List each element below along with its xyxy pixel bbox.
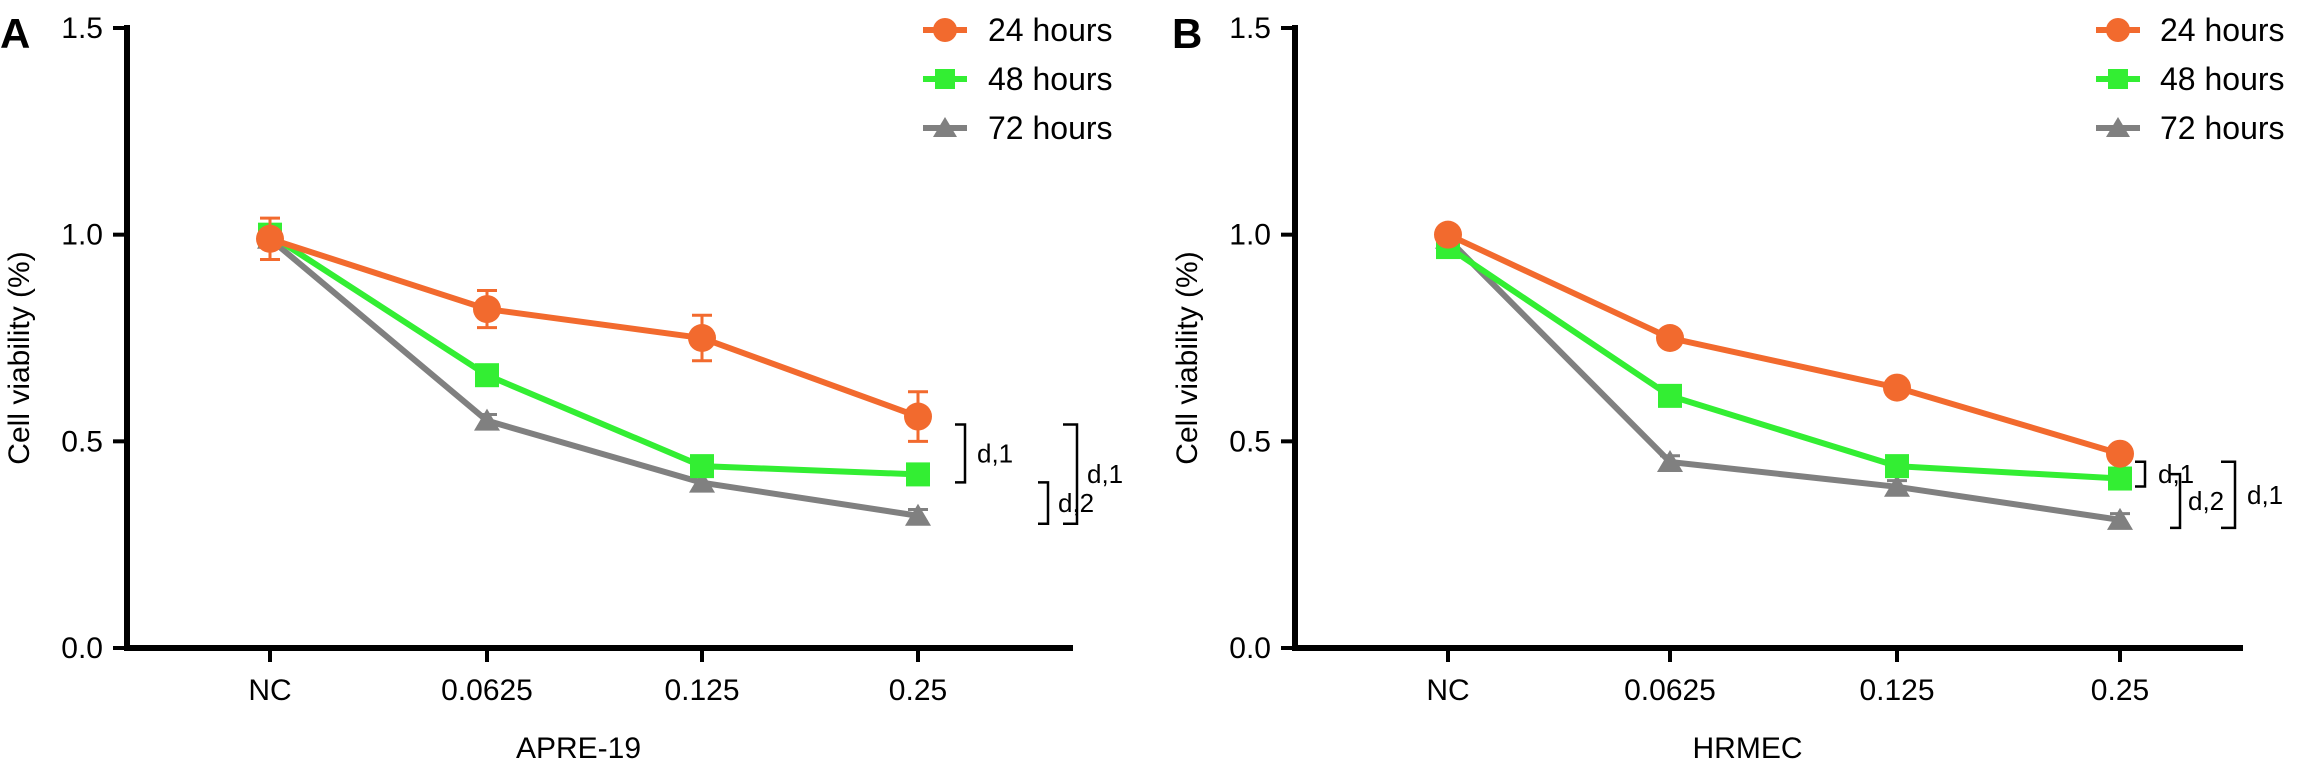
- legend-item: 48 hours: [2096, 61, 2285, 97]
- legend-item: 72 hours: [2096, 110, 2285, 146]
- y-tick-label: 1.0: [61, 219, 103, 252]
- significance-label: d,2: [2188, 486, 2224, 516]
- x-tick-label: 0.0625: [1624, 674, 1716, 707]
- series-line: [1446, 244, 2121, 482]
- legend-item: 24 hours: [2096, 12, 2285, 48]
- legend-label: 48 hours: [988, 61, 1113, 97]
- series-line: [268, 236, 919, 519]
- y-tick-label: 0.0: [61, 632, 103, 665]
- bracket-line: [2135, 460, 2147, 488]
- data-point-circle: [256, 224, 284, 253]
- legend-item: 72 hours: [923, 110, 1113, 146]
- bracket-line: [955, 423, 967, 484]
- y-axis-label: Cell viability (%): [1171, 251, 1204, 464]
- data-point-triangle: [2107, 507, 2133, 530]
- y-tick-label: 0.5: [1229, 425, 1271, 458]
- x-tick-label: NC: [248, 674, 291, 707]
- legend-label: 48 hours: [2160, 61, 2285, 97]
- series-72-hours: [1435, 226, 2133, 530]
- series-72-hours: [257, 226, 931, 526]
- series-line: [268, 232, 919, 478]
- bracket-line: [1063, 423, 1079, 525]
- data-point-triangle: [905, 503, 931, 526]
- x-tick-label: 0.25: [889, 674, 947, 707]
- x-tick-label: 0.0625: [441, 674, 533, 707]
- legend-label: 72 hours: [2160, 110, 2285, 146]
- significance-bracket: d,2: [1038, 481, 1094, 525]
- significance-label: d,1: [1087, 459, 1123, 489]
- y-tick-label: 1.5: [1229, 12, 1271, 45]
- legend-label: 72 hours: [988, 110, 1113, 146]
- y-tick-label: 0.5: [61, 425, 103, 458]
- legend-item: 48 hours: [923, 61, 1113, 97]
- chart-panel-B: B 0.0 0.5 1.0 1.5 NC 0.0625 0.125 0.25 HRMEC Cell …: [1171, 10, 2285, 764]
- legend-marker: [2106, 117, 2130, 137]
- data-point-circle: [473, 295, 501, 324]
- x-tick-label: NC: [1426, 674, 1469, 707]
- series-48-hours: [258, 222, 930, 487]
- data-point-circle: [1434, 220, 1462, 249]
- y-tick-label: 0.0: [1229, 632, 1271, 665]
- x-tick-label: 0.25: [2091, 674, 2149, 707]
- data-point-square: [475, 363, 499, 388]
- data-point-circle: [904, 402, 932, 431]
- data-point-triangle: [689, 470, 715, 493]
- x-tick-label: 0.125: [664, 674, 739, 707]
- series-line: [1445, 236, 2121, 523]
- series-line: [269, 235, 920, 420]
- x-axis-label: HRMEC: [1693, 732, 1803, 764]
- legend-label: 24 hours: [2160, 12, 2285, 48]
- data-point-square: [1885, 454, 1909, 479]
- panel-letter: A: [0, 10, 30, 57]
- series-line: [1446, 231, 2121, 457]
- significance-bracket: d,1: [955, 423, 1013, 484]
- y-tick-label: 1.0: [1229, 219, 1271, 252]
- legend-item: 24 hours: [923, 12, 1113, 48]
- data-point-circle: [688, 324, 716, 352]
- legend-marker: [933, 18, 957, 42]
- series-24-hours: [256, 216, 932, 443]
- data-point-circle: [1883, 373, 1911, 402]
- panel-letter: B: [1172, 10, 1202, 57]
- x-tick-label: 0.125: [1859, 674, 1934, 707]
- significance-bracket: d,1: [2221, 460, 2283, 530]
- significance-bracket: d,2: [2170, 472, 2224, 530]
- significance-label: d,1: [2247, 480, 2283, 510]
- data-point-circle: [2106, 439, 2134, 468]
- data-point-triangle: [474, 408, 500, 431]
- data-point-square: [906, 462, 930, 487]
- chart-panel-A: A 0.0 0.5 1.0 1.5 NC 0.0625 0.125 0.25 APRE-19 Cel…: [0, 10, 1123, 764]
- series-24-hours: [1434, 220, 2134, 468]
- y-axis-label: Cell viability (%): [3, 251, 36, 464]
- data-point-square: [1658, 383, 1682, 408]
- bracket-line: [1038, 481, 1050, 525]
- x-axis-label: APRE-19: [516, 732, 641, 764]
- data-point-square: [2108, 466, 2132, 491]
- data-point-circle: [1656, 324, 1684, 352]
- y-tick-label: 1.5: [61, 12, 103, 45]
- legend-label: 24 hours: [988, 12, 1113, 48]
- legend-marker: [2108, 69, 2128, 89]
- legend-marker: [933, 117, 957, 137]
- bracket-line: [2170, 472, 2182, 530]
- data-point-triangle: [1657, 450, 1683, 472]
- significance-bracket: d,1: [2135, 459, 2194, 489]
- significance-label: d,1: [977, 438, 1013, 468]
- bracket-line: [2221, 460, 2237, 530]
- legend-marker: [2106, 18, 2130, 42]
- significance-bracket: d,1: [1063, 423, 1123, 525]
- data-point-square: [690, 454, 714, 479]
- data-point-triangle: [1884, 474, 1910, 497]
- legend-marker: [935, 69, 955, 89]
